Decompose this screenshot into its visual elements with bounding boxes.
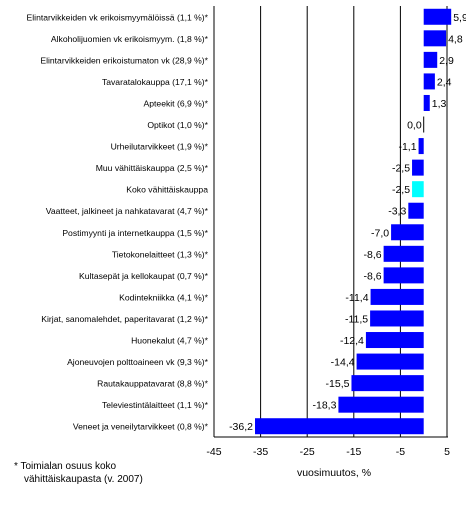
value-label: -3,3 <box>388 206 406 218</box>
footnote-line-1: * Toimialan osuus koko <box>14 461 117 472</box>
bar <box>255 418 424 435</box>
category-label: Urheilutarvikkeet (1,9 %)* <box>111 142 209 152</box>
category-label: Kirjat, sanomalehdet, paperitavarat (1,2… <box>41 314 208 324</box>
value-label: -2,5 <box>392 184 410 196</box>
value-label: 0,0 <box>407 120 422 132</box>
category-label: Veneet ja veneilytarvikkeet (0,8 %)* <box>73 422 209 432</box>
category-label: Koko vähittäiskauppa <box>126 185 208 195</box>
x-axis-label: vuosimuutos, % <box>297 467 371 479</box>
x-tick-label: -25 <box>300 446 315 458</box>
value-label: -14,4 <box>331 357 355 369</box>
bar <box>365 332 424 349</box>
value-label: 1,3 <box>432 98 447 110</box>
value-label: 4,8 <box>448 33 463 45</box>
value-label: 5,9 <box>453 12 466 24</box>
category-label: Muu vähittäiskauppa (2,5 %)* <box>96 163 209 173</box>
category-label: Tavaratalokauppa (17,1 %)* <box>102 77 209 87</box>
value-label: -8,6 <box>364 249 382 261</box>
bar <box>423 51 438 68</box>
category-label: Kodintekniikka (4,1 %)* <box>119 292 209 302</box>
value-label: -18,3 <box>312 400 336 412</box>
bar <box>383 245 424 262</box>
bar <box>418 138 424 155</box>
category-label: Kultasepät ja kellokaupat (0,7 %)* <box>79 271 209 281</box>
x-tick-label: -35 <box>253 446 268 458</box>
value-label: -11,5 <box>345 313 368 325</box>
bar <box>356 353 424 370</box>
bar <box>391 224 424 241</box>
category-label: Alkoholijuomien vk erikoismyym. (1,8 %)* <box>51 34 209 44</box>
category-label: Ajoneuvojen polttoaineen vk (9,3 %)* <box>67 357 209 367</box>
bar <box>383 267 424 284</box>
bar <box>423 94 430 111</box>
footnote: * Toimialan osuus koko vähittäiskaupasta… <box>14 460 143 486</box>
category-label: Rautakauppatavarat (8,8 %)* <box>97 379 208 389</box>
footnote-line-2: vähittäiskaupasta (v. 2007) <box>24 474 143 485</box>
bar <box>370 288 424 305</box>
x-tick-label: -15 <box>346 446 361 458</box>
value-label: 2,9 <box>439 55 454 67</box>
x-tick-label: 5 <box>444 446 450 458</box>
bar <box>351 375 424 392</box>
value-label: -12,4 <box>340 335 364 347</box>
category-label: Televiestintälaitteet (1,1 %)* <box>102 400 209 410</box>
value-label: -2,5 <box>392 163 410 175</box>
category-label: Elintarvikkeiden vk erikoismyymälöissä (… <box>27 12 209 22</box>
category-label: Apteekit (6,9 %)* <box>144 98 209 108</box>
bar <box>423 8 452 25</box>
bar <box>423 73 435 90</box>
value-label: -1,1 <box>398 141 416 153</box>
bar <box>338 396 424 413</box>
bar <box>412 181 424 198</box>
category-label: Tietokonelaitteet (1,3 %)* <box>112 249 209 259</box>
bar <box>423 30 447 47</box>
bar <box>408 202 424 219</box>
value-label: -15,5 <box>326 378 350 390</box>
value-label: -8,6 <box>364 270 382 282</box>
value-label: 2,4 <box>437 76 452 88</box>
x-tick-label: -5 <box>396 446 405 458</box>
bar <box>412 159 424 176</box>
bar <box>370 310 424 327</box>
value-label: -11,4 <box>345 292 368 304</box>
x-tick-label: -45 <box>206 446 221 458</box>
category-label: Elintarvikkeiden erikoistumaton vk (28,9… <box>40 55 208 65</box>
value-label: -7,0 <box>371 227 389 239</box>
category-label: Huonekalut (4,7 %)* <box>131 336 209 346</box>
category-label: Vaatteet, jalkineet ja nahkatavarat (4,7… <box>46 206 209 216</box>
value-label: -36,2 <box>229 421 253 433</box>
category-label: Optikot (1,0 %)* <box>147 120 208 130</box>
category-label: Postimyynti ja internetkauppa (1,5 %)* <box>62 228 208 238</box>
